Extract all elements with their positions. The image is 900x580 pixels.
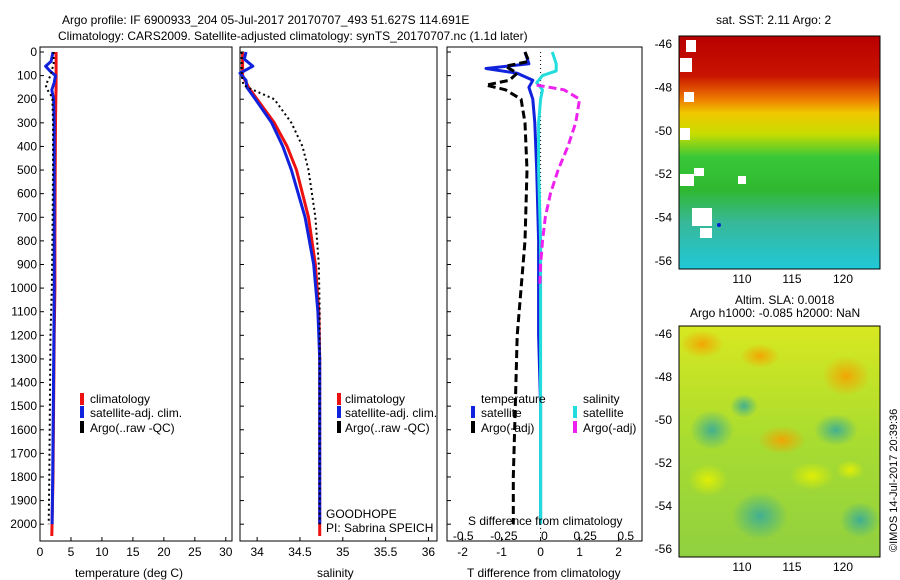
map-top-title: sat. SST: 2.11 Argo: 2 xyxy=(716,13,832,27)
legend-swatch-t-argo xyxy=(471,421,475,433)
x-tick-label: 30 xyxy=(219,545,233,559)
salinity-axes xyxy=(239,46,438,542)
legend-label-argo: Argo(..raw -QC) xyxy=(90,421,175,435)
legend-swatch-s-satellite xyxy=(573,406,577,418)
legend-head-salinity: salinity xyxy=(583,392,620,406)
float-project: GOODHOPE xyxy=(326,507,397,521)
series-line-argo-raw-qc- xyxy=(240,52,321,525)
legend-label-climatology: climatology xyxy=(90,392,151,406)
y-tick-label: 1900 xyxy=(10,494,37,508)
legend-swatch-climatology xyxy=(337,393,341,405)
y-tick-label: 800 xyxy=(17,234,37,248)
y-tick-label: 1100 xyxy=(11,305,37,319)
temperature-axes xyxy=(39,46,233,542)
legend-label-s-satellite: satellite xyxy=(583,406,624,420)
legend-swatch-argo xyxy=(337,421,341,433)
legend-temperature xyxy=(80,393,84,433)
y-tick-label: 100 xyxy=(17,69,37,83)
y-tick-label: 500 xyxy=(17,163,37,177)
top-tick-label: 0.5 xyxy=(617,529,634,543)
top-axis-label-s-diff: S difference from climatology xyxy=(468,514,623,528)
series-line-satellite-adj-clim- xyxy=(44,51,57,525)
map-bottom-title-1: Altim. SLA: 0.0018 xyxy=(735,293,835,307)
x-axis-label-temperature: temperature (deg C) xyxy=(75,566,184,580)
x-tick-label: 36 xyxy=(422,545,436,559)
top-tick-label: 0 xyxy=(541,529,548,543)
x-tick-label: 35.5 xyxy=(374,545,398,559)
top-tick-label: 0.25 xyxy=(573,529,597,543)
x-tick-label: 34.5 xyxy=(288,545,312,559)
x-tick-label: 0 xyxy=(37,545,44,559)
y-tick-label: 700 xyxy=(17,210,37,224)
legend-label-t-argo: Argo(-adj) xyxy=(481,421,535,435)
legend-label-argo: Argo(..raw -QC) xyxy=(345,421,430,435)
y-tick-label: 1200 xyxy=(10,328,37,342)
legend-head-temperature: temperature xyxy=(481,392,546,406)
imos-timestamp: ©IMOS 14-Jul-2017 20:39:36 xyxy=(888,408,900,552)
y-tick-label: 0 xyxy=(30,45,37,59)
series-line-satellite-adj-clim- xyxy=(238,51,322,525)
x-tick-label: 34 xyxy=(250,545,264,559)
legend-swatch-t-satellite xyxy=(471,406,475,418)
x-tick-label: 15 xyxy=(126,545,140,559)
x-tick-label: 35 xyxy=(336,545,350,559)
y-tick-label: 1700 xyxy=(10,446,37,460)
y-tick-label: 400 xyxy=(17,139,37,153)
series-line-satellite xyxy=(535,51,558,525)
x-axis-label-t-diff: T difference from climatology xyxy=(467,566,621,580)
x-tick-label: 10 xyxy=(95,545,109,559)
x-tick-label: 2 xyxy=(615,545,622,559)
y-tick-label: 1300 xyxy=(10,352,37,366)
y-tick-label: 300 xyxy=(17,116,37,130)
y-tick-label: 1500 xyxy=(10,399,37,413)
title-line-1: Argo profile: IF 6900933_204 05-Jul-2017… xyxy=(62,13,470,27)
legend-difference xyxy=(471,406,577,433)
x-tick-label: -1 xyxy=(496,545,507,559)
y-tick-label: 200 xyxy=(17,92,37,106)
legend-label-t-satellite: satellite xyxy=(481,406,522,420)
series-line-argo-adj- xyxy=(536,83,582,289)
y-tick-label: 600 xyxy=(17,187,37,201)
float-pi: PI: Sabrina SPEICH xyxy=(326,521,434,535)
x-axis-label-salinity: salinity xyxy=(317,566,354,580)
y-tick-label: 1600 xyxy=(10,423,37,437)
legend-swatch-s-argo xyxy=(573,421,577,433)
title-line-2: Climatology: CARS2009. Satellite-adjuste… xyxy=(58,29,528,43)
x-tick-label: -2 xyxy=(457,545,468,559)
x-tick-label: 20 xyxy=(157,545,171,559)
legend-swatch-climatology xyxy=(80,393,84,405)
x-tick-label: 5 xyxy=(68,545,75,559)
x-tick-label: 25 xyxy=(188,545,202,559)
legend-label-climatology: climatology xyxy=(345,392,406,406)
legend-salinity xyxy=(337,393,341,433)
y-tick-label: 1400 xyxy=(10,376,37,390)
legend-label-satellite-adj: satellite-adj. clim. xyxy=(345,406,438,420)
map-bottom-title-2: Argo h1000: -0.085 h2000: NaN xyxy=(690,306,861,320)
legend-swatch-satellite-adj xyxy=(80,406,84,418)
legend-label-s-argo: Argo(-adj) xyxy=(583,421,637,435)
top-tick-label: -0.5 xyxy=(453,529,474,543)
y-tick-label: 900 xyxy=(17,257,37,271)
y-tick-label: 1000 xyxy=(10,281,37,295)
difference-axes xyxy=(446,46,643,542)
series-line-argo-adj- xyxy=(484,51,531,525)
x-tick-label: 1 xyxy=(576,545,583,559)
legend-label-satellite-adj: satellite-adj. clim. xyxy=(90,406,183,420)
series-line-climatology xyxy=(241,52,322,536)
x-tick-label: 0 xyxy=(537,545,544,559)
y-tick-label: 1800 xyxy=(10,470,37,484)
top-tick-label: -0.25 xyxy=(490,529,518,543)
legend-swatch-argo xyxy=(80,421,84,433)
legend-swatch-satellite-adj xyxy=(337,406,341,418)
y-tick-label: 2000 xyxy=(10,517,37,531)
